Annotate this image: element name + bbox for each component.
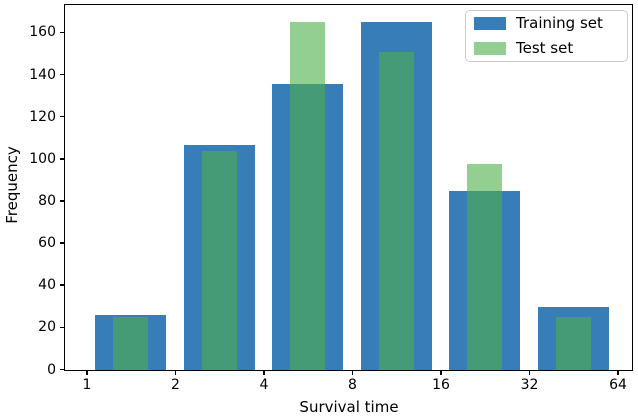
y-tick-mark xyxy=(60,31,64,34)
y-tick-mark xyxy=(60,284,64,286)
y-tick-mark xyxy=(60,368,64,371)
x-tick-label: 4 xyxy=(259,376,269,393)
legend-item-test-set: Test set xyxy=(474,39,619,58)
bar-test-set xyxy=(467,163,503,370)
bar-test-set xyxy=(378,51,414,370)
x-tick-label: 1 xyxy=(82,376,92,393)
legend-label-test-set: Test set xyxy=(516,39,574,57)
y-tick-mark xyxy=(60,158,64,160)
y-tick-label: 20 xyxy=(38,319,56,336)
y-tick-mark xyxy=(60,242,64,244)
x-tick-label: 8 xyxy=(348,376,357,393)
x-tick-mark xyxy=(617,371,619,375)
y-axis-label: Frequency xyxy=(3,146,21,224)
y-tick-label: 0 xyxy=(47,361,56,378)
x-tick-mark xyxy=(174,371,177,375)
y-tick-label: 40 xyxy=(38,277,56,294)
y-tick-mark xyxy=(60,115,64,118)
y-tick-mark xyxy=(60,200,64,202)
legend-item-training-set: Training set xyxy=(474,14,619,33)
legend-patch-test-set xyxy=(474,42,506,55)
legend: Training set Test set xyxy=(465,10,628,62)
x-tick-label: 64 xyxy=(609,376,627,393)
y-tick-mark xyxy=(60,73,64,76)
x-tick-label: 16 xyxy=(432,376,450,393)
bar-test-set xyxy=(201,150,237,370)
y-tick-label: 80 xyxy=(38,192,56,209)
x-tick-mark xyxy=(351,371,354,375)
y-tick-label: 120 xyxy=(29,108,56,125)
bar-test-set xyxy=(555,317,591,370)
legend-patch-training-set xyxy=(474,17,506,30)
bar-test-set xyxy=(290,22,326,370)
x-tick-mark xyxy=(528,371,531,375)
legend-label-training-set: Training set xyxy=(516,14,603,32)
y-tick-mark xyxy=(60,326,64,329)
x-tick-mark xyxy=(86,371,88,375)
x-tick-label: 2 xyxy=(171,376,180,393)
x-tick-mark xyxy=(263,371,265,375)
y-tick-label: 60 xyxy=(38,235,56,252)
y-tick-label: 140 xyxy=(29,66,56,83)
x-tick-mark xyxy=(440,371,442,375)
y-tick-label: 100 xyxy=(29,150,56,167)
x-tick-label: 32 xyxy=(520,376,539,393)
plot-area xyxy=(64,4,633,371)
x-axis-label: Survival time xyxy=(299,398,399,416)
y-tick-label: 160 xyxy=(29,24,56,41)
bar-test-set xyxy=(113,317,149,370)
